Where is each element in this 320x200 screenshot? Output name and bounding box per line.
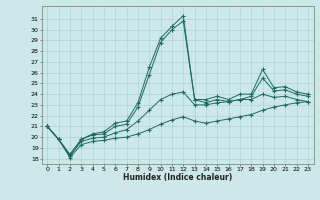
X-axis label: Humidex (Indice chaleur): Humidex (Indice chaleur) <box>123 173 232 182</box>
